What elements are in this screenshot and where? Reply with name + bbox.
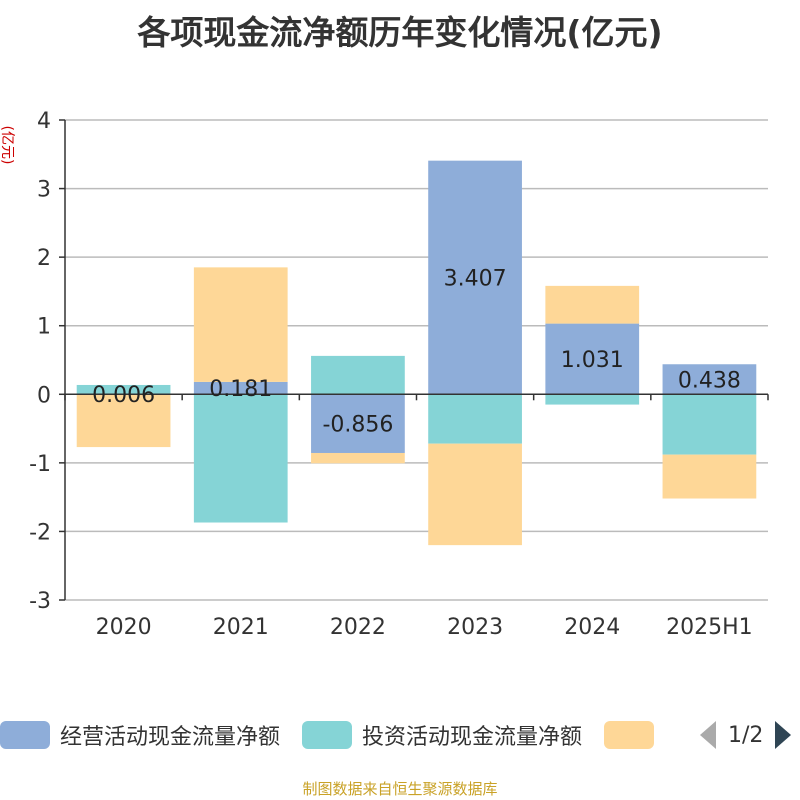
x-tick-label: 2024 (564, 615, 620, 640)
data-label: 0.181 (209, 377, 272, 402)
data-labels: 0.006 0.181 -0.856 3.407 1.031 0.438 (92, 266, 741, 437)
y-tick-label: 4 (37, 109, 51, 134)
grid-lines (65, 119, 768, 601)
legend-item-investing[interactable]: 投资活动现金流量净额 (302, 719, 582, 751)
data-label: -0.856 (322, 413, 393, 438)
source-note: 制图数据来自恒生聚源数据库 (302, 780, 498, 798)
x-tick-label: 2020 (96, 615, 152, 640)
x-tick-label: 2025H1 (666, 615, 753, 640)
y-tick-label: 0 (37, 383, 51, 408)
bar-series1-2021 (193, 381, 288, 395)
legend-pager: 1/2 (700, 718, 792, 752)
chart-title: 各项现金流净额历年变化情况(亿元) (137, 13, 663, 52)
data-label: 0.438 (678, 368, 741, 393)
legend-swatch-operating (0, 721, 50, 749)
y-tick-label: 2 (37, 246, 51, 271)
axes: 4 3 2 1 0 -1 -2 -3 2020 2021 2022 2023 2024 2025H1 (29, 109, 769, 640)
legend-page-indicator: 1/2 (728, 722, 764, 748)
y-tick-label: -1 (29, 452, 51, 477)
bar-series2-2022 (311, 355, 405, 395)
bar-series1-2024 (545, 323, 640, 395)
bar-series3-2024 (545, 285, 640, 324)
legend-next-page-icon[interactable] (775, 721, 792, 749)
legend-item-operating[interactable]: 经营活动现金流量净额 (0, 719, 280, 751)
legend-swatch-investing (302, 721, 353, 749)
bar-series2-2020 (76, 384, 171, 394)
x-tick-label: 2023 (447, 615, 503, 640)
x-tick-label: 2021 (213, 615, 269, 640)
bar-series2-2021 (193, 394, 288, 523)
bar-series3-2025H1 (662, 454, 757, 499)
bar-series3-2023 (428, 443, 522, 546)
data-label: 3.407 (444, 266, 507, 291)
legend-swatch-third-series (604, 721, 655, 749)
bar-series2-2024 (545, 394, 640, 405)
bar-series1-2025H1 (662, 364, 757, 395)
y-tick-label: 1 (37, 315, 51, 340)
bar-series1-2023 (428, 160, 522, 395)
bar-series3-2022 (311, 452, 405, 464)
y-tick-label: -2 (29, 520, 51, 545)
legend-prev-page-icon[interactable] (700, 721, 716, 749)
legend-label-operating: 经营活动现金流量净额 (60, 725, 281, 750)
y-axis-title: (亿元) (0, 126, 15, 165)
bar-series2-2025H1 (662, 394, 757, 455)
bar-series3-2021 (193, 267, 288, 382)
bar-series2-2023 (428, 394, 522, 444)
bar-series3-2020 (76, 394, 171, 448)
x-tick-label: 2022 (330, 615, 386, 640)
bar-series1-2022 (311, 394, 405, 453)
legend: 经营活动现金流量净额 投资活动现金流量净额 (0, 718, 686, 752)
data-label: 0.006 (92, 383, 155, 408)
data-label: 1.031 (561, 348, 624, 373)
legend-item-third-series[interactable] (604, 721, 664, 749)
bars (76, 160, 757, 546)
y-tick-label: 3 (37, 178, 51, 203)
y-tick-label: -3 (29, 589, 51, 614)
legend-label-investing: 投资活动现金流量净额 (362, 725, 583, 750)
